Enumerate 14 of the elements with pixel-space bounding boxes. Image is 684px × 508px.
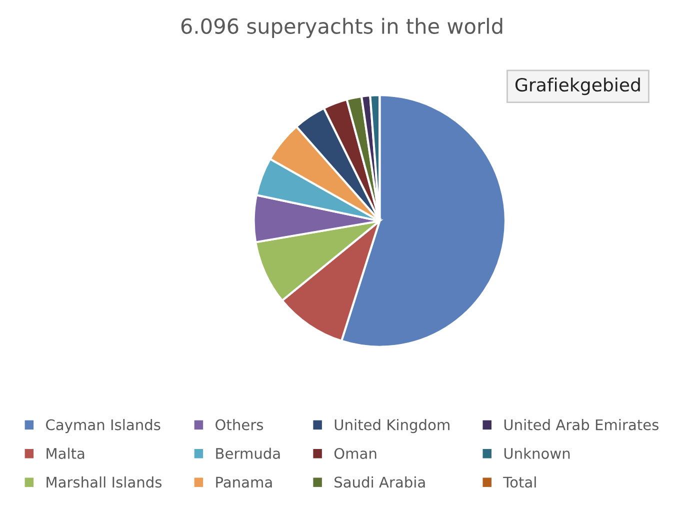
legend-label: Marshall Islands <box>46 476 162 488</box>
legend-label: Oman <box>334 448 376 459</box>
legend-label: Saudi Arabia <box>334 476 425 488</box>
legend-label: Total <box>503 476 536 488</box>
chart-title: 6.096 superyachts in the world <box>181 18 502 38</box>
legend-label: United Kingdom <box>334 418 450 434</box>
text: Grafiekgebied <box>515 78 640 96</box>
legend-label: Bermuda <box>216 448 280 459</box>
legend-label: Others <box>216 418 264 430</box>
legend-label: United Arab Emirates <box>504 418 658 430</box>
legend-label: Malta <box>46 448 84 459</box>
legend-label: Unknown <box>504 448 570 459</box>
legend-label: Panama <box>216 476 272 488</box>
legend-label: Cayman Islands <box>46 418 160 434</box>
